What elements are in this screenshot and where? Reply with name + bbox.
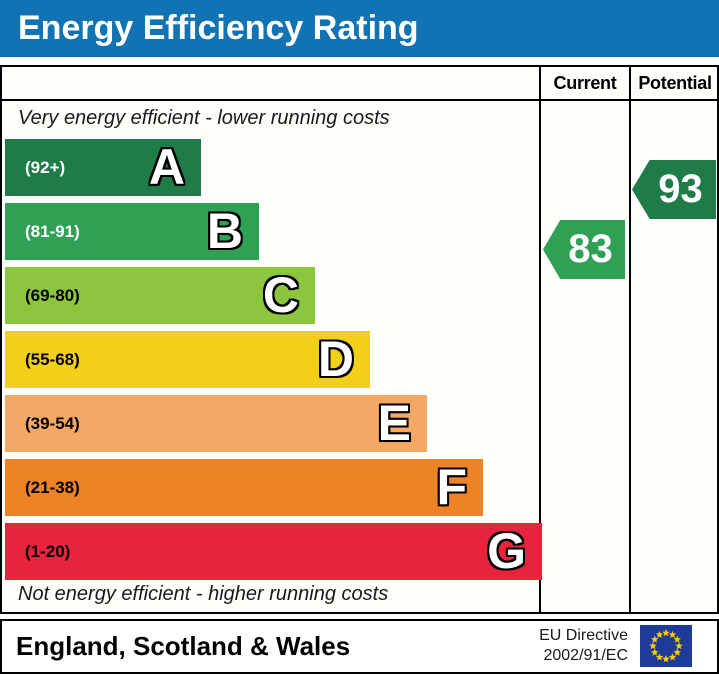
top-note: Very energy efficient - lower running co… xyxy=(18,107,390,129)
band-range-label: (1-20) xyxy=(25,542,71,561)
header-row-divider xyxy=(2,99,717,101)
current-rating-value: 83 xyxy=(568,227,613,271)
current-column-header: Current xyxy=(553,73,617,93)
potential-rating-arrow: 93 xyxy=(632,160,716,219)
band-letter: F xyxy=(436,459,467,515)
band-letter: D xyxy=(317,331,354,387)
rating-table: Current Potential Very energy efficient … xyxy=(0,65,719,614)
band-row-d: (55-68) D xyxy=(5,331,370,388)
band-range-label: (39-54) xyxy=(25,414,80,433)
eu-directive-label: EU Directive 2002/91/EC xyxy=(539,627,628,664)
potential-column-header: Potential xyxy=(638,73,712,93)
band-row-e: (39-54) E xyxy=(5,395,427,452)
current-column-divider xyxy=(539,67,541,612)
band-letter: C xyxy=(262,267,299,323)
footer-bar: England, Scotland & Wales EU Directive 2… xyxy=(0,619,719,674)
band-letter: E xyxy=(377,395,411,451)
band-range-label: (81-91) xyxy=(25,222,80,241)
band-letter: G xyxy=(487,523,526,579)
band-row-a: (92+) A xyxy=(5,139,201,196)
band-letter: A xyxy=(148,139,185,195)
band-range-label: (21-38) xyxy=(25,478,80,497)
page-title: Energy Efficiency Rating xyxy=(18,9,419,47)
current-rating-arrow: 83 xyxy=(543,220,625,279)
band-range-label: (69-80) xyxy=(25,286,80,305)
band-letter: B xyxy=(206,203,243,259)
potential-column-divider xyxy=(629,67,631,612)
title-banner: Energy Efficiency Rating xyxy=(0,0,719,57)
bottom-note: Not energy efficient - higher running co… xyxy=(18,583,389,605)
footer-region-label: England, Scotland & Wales xyxy=(16,631,351,661)
band-row-b: (81-91) B xyxy=(5,203,259,260)
band-range-label: (55-68) xyxy=(25,350,80,369)
eu-flag-icon xyxy=(640,625,692,667)
band-row-c: (69-80) C xyxy=(5,267,315,324)
band-range-label: (92+) xyxy=(25,158,66,177)
band-row-f: (21-38) F xyxy=(5,459,483,516)
potential-rating-value: 93 xyxy=(658,167,703,211)
band-row-g: (1-20) G xyxy=(5,523,542,580)
